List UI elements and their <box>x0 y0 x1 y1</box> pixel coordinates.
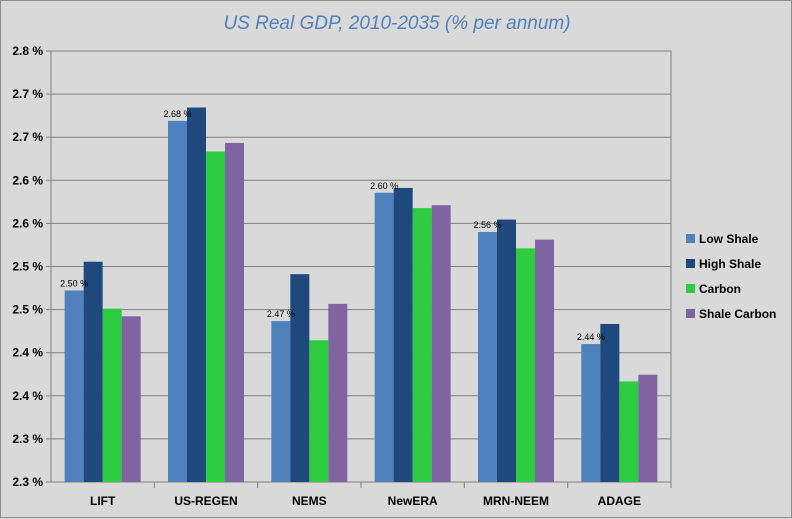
legend-swatch <box>686 309 695 318</box>
x-tick-label: NewERA <box>388 494 438 508</box>
bar-shale-carbon <box>431 205 451 483</box>
bar-carbon <box>412 208 432 482</box>
legend-label: Shale Carbon <box>699 307 776 321</box>
legend-swatch <box>686 259 695 268</box>
bar-high-shale <box>187 107 206 483</box>
bar-high-shale <box>290 274 310 482</box>
bar-shale-carbon <box>535 239 554 482</box>
bar-low-shale <box>271 321 291 482</box>
x-tick-label: NEMS <box>292 494 327 508</box>
legend-swatch <box>686 284 695 293</box>
legend-label: High Shale <box>699 257 761 271</box>
y-tick-label: 2.8 % <box>12 44 43 58</box>
x-axis-labels: LIFT US-REGEN NEMS NewERA MRN-NEEM ADAGE <box>90 482 672 508</box>
legend-swatch <box>686 234 695 243</box>
bars <box>64 107 658 483</box>
bar-low-shale <box>64 290 84 482</box>
x-tick-label: US-REGEN <box>174 494 237 508</box>
legend-label: Low Shale <box>699 232 759 246</box>
data-label: 2.50 % <box>60 278 88 288</box>
bar-high-shale <box>83 261 103 482</box>
data-label: 2.68 % <box>163 109 191 119</box>
bar-shale-carbon <box>638 374 658 482</box>
legend: Low Shale High Shale Carbon Shale Carbon <box>686 232 776 321</box>
legend-label: Carbon <box>699 282 741 296</box>
bar-low-shale <box>374 192 394 483</box>
y-tick-label: 2.4 % <box>12 389 43 403</box>
bar-low-shale <box>478 232 497 482</box>
y-axis-ticks: 2.3 % 2.3 % 2.4 % 2.4 % 2.5 % 2.5 % 2.6 % 2.6 %… <box>12 44 51 489</box>
bar-low-shale <box>581 344 601 482</box>
bar-shale-carbon <box>225 142 244 483</box>
y-tick-label: 2.6 % <box>12 216 43 230</box>
data-labels: 2.50 % 2.68 % 2.47 % 2.60 % 2.56 % 2.44 % <box>60 109 605 342</box>
bar-carbon <box>619 381 639 482</box>
bar-carbon <box>516 248 535 482</box>
y-tick-label: 2.3 % <box>12 432 43 446</box>
data-label: 2.60 % <box>370 181 398 191</box>
x-tick-label: LIFT <box>90 494 116 508</box>
y-tick-label: 2.7 % <box>12 87 43 101</box>
y-tick-label: 2.5 % <box>12 260 43 274</box>
bar-carbon <box>309 340 329 482</box>
data-label: 2.56 % <box>473 220 501 230</box>
gridlines <box>51 93 671 440</box>
y-tick-label: 2.4 % <box>12 346 43 360</box>
x-tick-label: ADAGE <box>598 494 641 508</box>
y-tick-label: 2.7 % <box>12 130 43 144</box>
bar-shale-carbon <box>328 303 348 482</box>
bar-shale-carbon <box>121 316 141 482</box>
bar-carbon <box>102 308 122 482</box>
x-tick-label: MRN-NEEM <box>483 494 549 508</box>
data-label: 2.47 % <box>267 309 295 319</box>
bar-high-shale <box>497 219 516 482</box>
bar-low-shale <box>168 120 187 482</box>
bar-high-shale <box>393 187 413 482</box>
y-tick-label: 2.6 % <box>12 173 43 187</box>
data-label: 2.44 % <box>577 332 605 342</box>
bar-carbon <box>206 151 225 483</box>
y-tick-label: 2.3 % <box>12 475 43 489</box>
bar-high-shale <box>600 323 620 482</box>
chart-title: US Real GDP, 2010-2035 (% per annum) <box>223 13 570 34</box>
y-tick-label: 2.5 % <box>12 303 43 317</box>
